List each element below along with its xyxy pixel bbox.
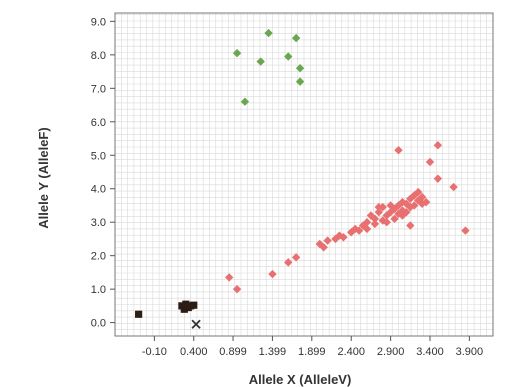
data-point (232, 48, 242, 58)
data-point (135, 310, 143, 318)
y-axis: 0.0 1.0 2.0 3.0 4.0 5.0 6.0 7.0 8.0 9.0 (91, 16, 115, 330)
data-point (382, 211, 391, 220)
y-tick-label: 3.0 (91, 217, 106, 229)
x-axis-label: Allele X (AlleleV) (249, 372, 352, 387)
data-point (323, 236, 332, 245)
y-tick-label: 7.0 (91, 83, 106, 95)
data-point (406, 221, 415, 230)
data-point (461, 226, 470, 235)
x-tick-label: 3.400 (416, 346, 444, 358)
data-point (374, 207, 384, 217)
data-point (191, 319, 201, 329)
data-point (295, 77, 305, 86)
data-points (135, 28, 470, 329)
data-point (390, 204, 399, 214)
grid (114, 13, 493, 337)
data-point (370, 214, 380, 224)
x-tick-label: -0.10 (142, 346, 167, 358)
data-point (256, 57, 265, 66)
plot-border (114, 12, 494, 337)
x-tick-label: 0.899 (219, 346, 247, 358)
y-tick-label: 6.0 (91, 117, 106, 129)
plot-frame (114, 12, 494, 337)
data-point (402, 199, 411, 208)
data-point (264, 28, 273, 38)
y-tick-label: 2.0 (91, 251, 106, 263)
data-point (291, 33, 301, 43)
x-tick-label: 1.399 (259, 346, 287, 358)
data-point (433, 141, 443, 150)
data-point (417, 199, 427, 208)
data-point (284, 258, 293, 267)
data-point (190, 301, 198, 309)
data-point (398, 211, 407, 220)
data-point (339, 233, 348, 242)
data-point (354, 226, 364, 235)
y-tick-label: 8.0 (91, 50, 106, 62)
y-tick-label: 4.0 (91, 184, 106, 196)
data-point (362, 224, 372, 234)
x-tick-label: 1.899 (298, 346, 326, 358)
y-tick-label: 0.0 (91, 318, 106, 330)
data-point (295, 64, 305, 73)
x-tick-label: 2.900 (377, 346, 405, 358)
data-point (224, 273, 234, 282)
data-point (425, 157, 435, 167)
data-point (319, 243, 328, 252)
data-point (413, 187, 423, 197)
y-tick-label: 1.0 (91, 284, 106, 296)
data-point (410, 201, 419, 210)
data-point (291, 253, 301, 262)
data-point (390, 214, 399, 224)
y-tick-label: 9.0 (91, 16, 106, 28)
data-point (240, 97, 250, 106)
data-point (180, 305, 188, 313)
data-point (366, 211, 376, 220)
data-point (362, 217, 372, 227)
y-axis-label: Allele Y (AlleleF) (36, 127, 51, 228)
x-axis: -0.10 0.400 0.899 1.399 1.899 2.400 2.900 3.400… (142, 336, 483, 358)
data-point (433, 174, 443, 183)
data-point (378, 216, 387, 225)
data-point (382, 217, 391, 227)
data-point (421, 197, 431, 207)
data-point (315, 239, 324, 249)
data-point (370, 219, 380, 229)
y-tick-label: 5.0 (91, 150, 106, 162)
data-point (449, 182, 458, 192)
data-point (374, 202, 384, 212)
data-point (268, 269, 277, 279)
data-point (232, 284, 242, 294)
x-tick-label: 0.400 (180, 346, 208, 358)
data-point (394, 146, 403, 155)
data-point (347, 228, 356, 237)
x-tick-label: 2.400 (337, 346, 365, 358)
x-tick-label: 3.900 (456, 346, 484, 358)
data-point (417, 192, 427, 202)
data-point (284, 52, 293, 61)
